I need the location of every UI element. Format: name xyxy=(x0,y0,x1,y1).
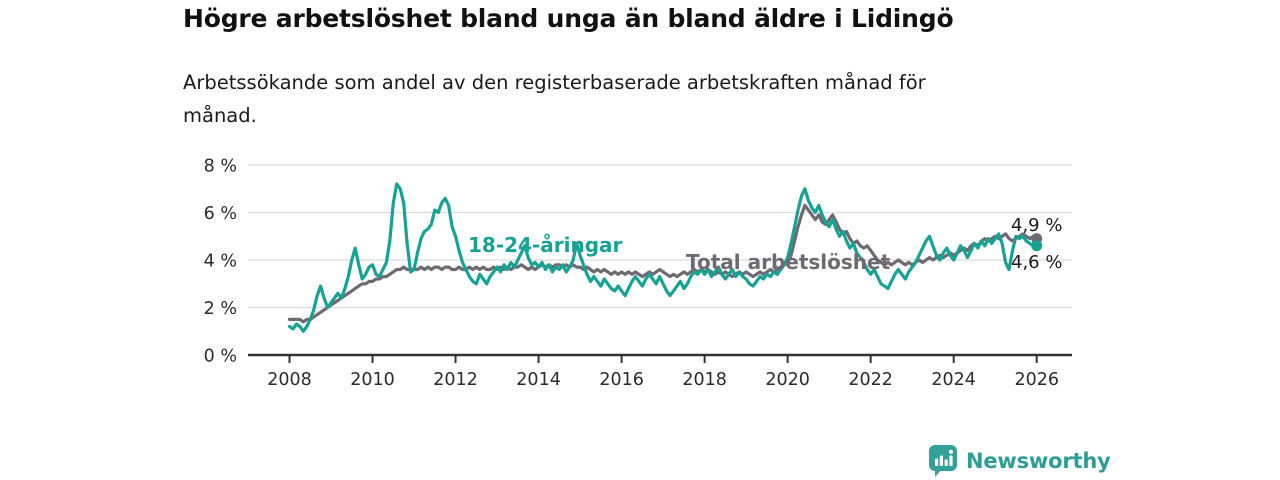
newsworthy-logo-text: Newsworthy xyxy=(966,449,1111,473)
y-tick-label: 8 % xyxy=(204,157,237,177)
x-tick-label: 2022 xyxy=(848,370,893,390)
x-tick-label: 2014 xyxy=(516,370,561,390)
y-tick-label: 4 % xyxy=(204,252,237,272)
newsworthy-bar-chart-bubble-icon xyxy=(929,445,957,477)
x-tick-label: 2012 xyxy=(433,370,478,390)
chart-subtitle: Arbetssökande som andel av den registerb… xyxy=(183,71,926,127)
x-tick-label: 2018 xyxy=(682,370,727,390)
x-tick-label: 2020 xyxy=(765,370,810,390)
series-line-total xyxy=(287,203,1039,324)
series-line-youth xyxy=(287,182,1039,333)
chart-title: Högre arbetslöshet bland unga än bland ä… xyxy=(183,4,954,33)
y-tick-label: 2 % xyxy=(204,299,237,319)
series-label-youth: 18-24-åringar xyxy=(468,233,623,257)
y-tick-label: 0 % xyxy=(204,347,237,367)
x-tick-label: 2024 xyxy=(931,370,976,390)
end-value-label-youth: 4,6 % xyxy=(1011,252,1062,273)
series-end-dot-youth xyxy=(1031,240,1043,252)
newsworthy-logo[interactable]: Newsworthy xyxy=(928,444,1111,478)
series-label-total: Total arbetslöshet xyxy=(686,250,891,274)
end-value-label-total: 4,9 % xyxy=(1011,215,1062,236)
x-tick-label: 2008 xyxy=(267,370,312,390)
x-tick-label: 2016 xyxy=(599,370,644,390)
y-tick-label: 6 % xyxy=(204,204,237,224)
x-tick-label: 2010 xyxy=(350,370,395,390)
x-tick-label: 2026 xyxy=(1014,370,1059,390)
